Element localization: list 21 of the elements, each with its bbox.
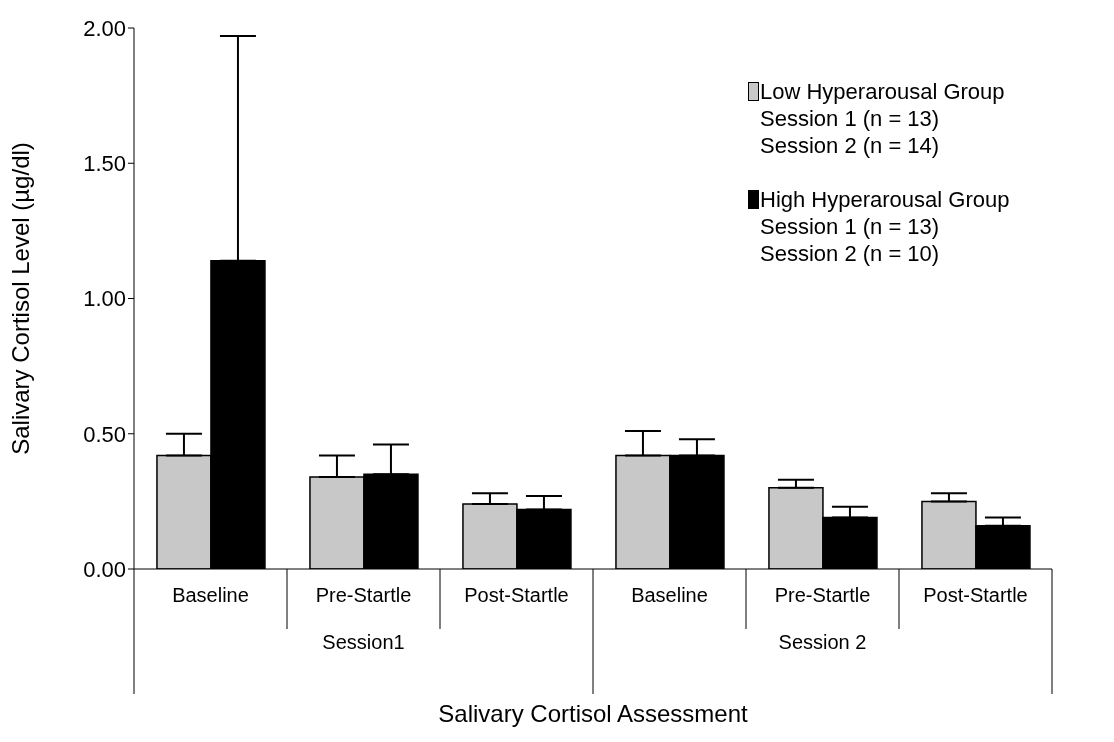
y-tick-label: 0.00 [83, 556, 126, 582]
y-tick-label: 1.00 [83, 286, 126, 312]
text: Session1 [322, 631, 405, 653]
x-tick-label: Pre-Startle [774, 584, 871, 606]
y-tick-label: 2.00 [83, 15, 126, 41]
annotation: Session 1 (n = 13) [759, 213, 941, 240]
y-tick-label: 1.50 [83, 151, 126, 177]
x-tick-label: Baseline [172, 584, 249, 606]
y-axis-title: Salivary Cortisol Level (µg/dl) [6, 142, 34, 455]
annotation: Session 2 (n = 10) [759, 240, 941, 267]
x-tick-label: Baseline [631, 584, 708, 606]
x-tick-label: Post-Startle [923, 584, 1028, 606]
annotation: Session 2 (n = 14) [759, 132, 941, 159]
x-axis-title: Salivary Cortisol Assessment [438, 700, 749, 727]
x-tick-label: Pre-Startle [315, 584, 412, 606]
x-tick-label: Post-Startle [464, 584, 569, 606]
annotation: Session 1 (n = 13) [759, 105, 941, 132]
y-tick-label: 0.50 [83, 421, 126, 447]
legend-label: Low Hyperarousal Group [760, 78, 1005, 105]
text: Session 2 [778, 631, 867, 653]
legend-label: High Hyperarousal Group [760, 186, 1010, 213]
